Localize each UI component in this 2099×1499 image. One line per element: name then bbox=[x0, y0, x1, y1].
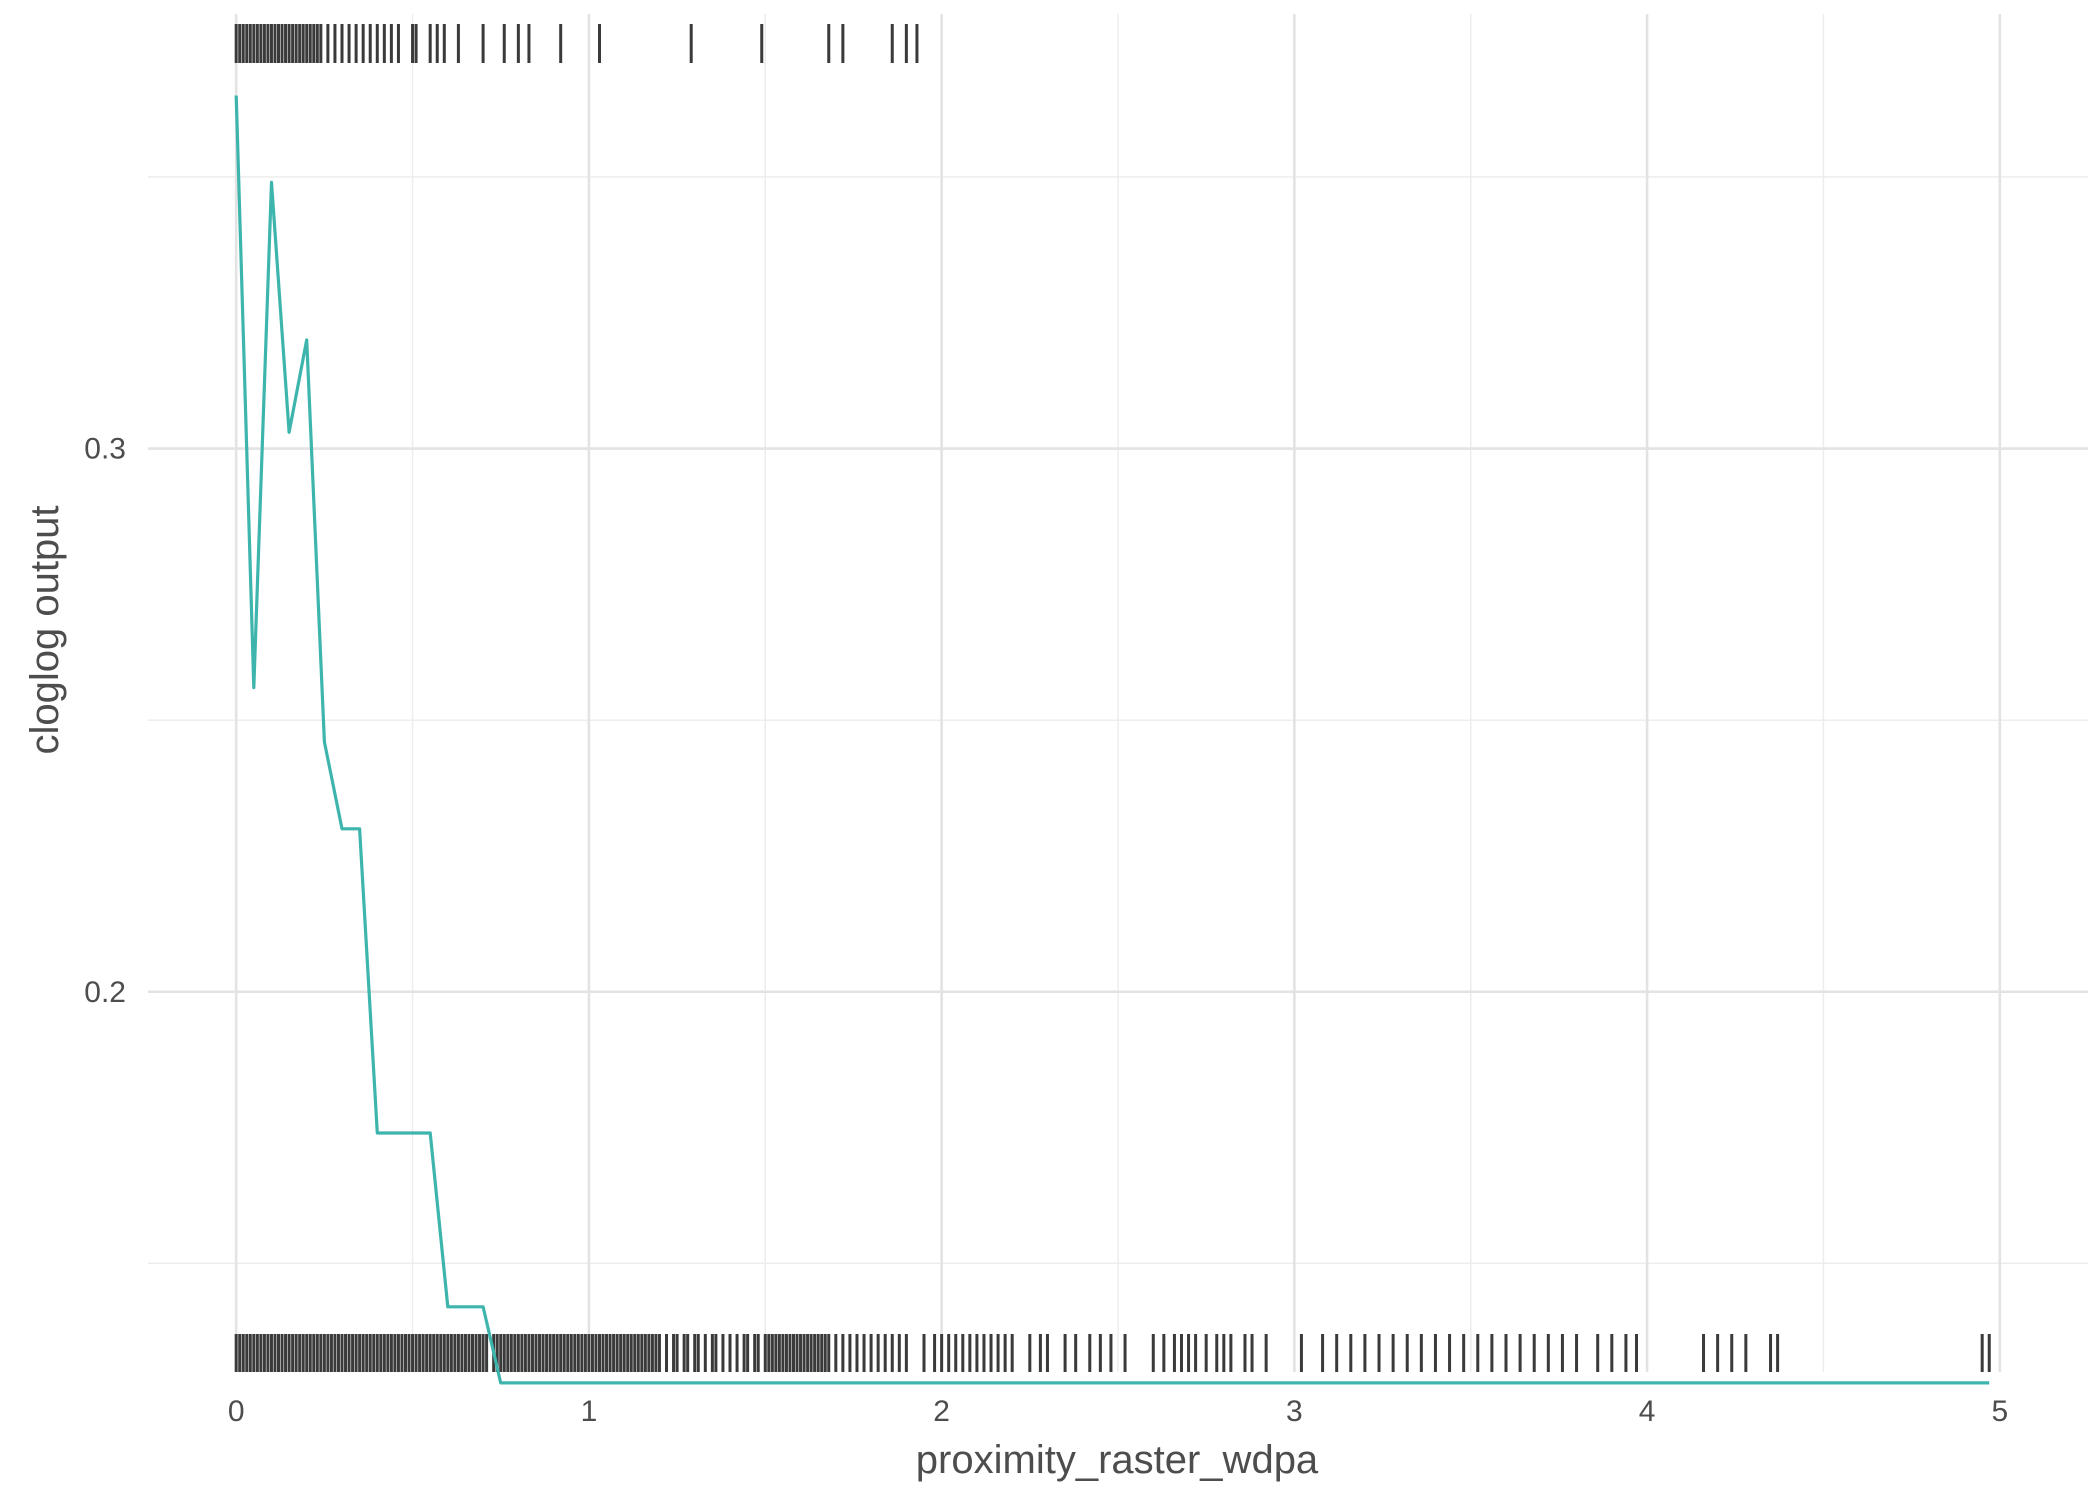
series-group bbox=[234, 95, 1990, 1385]
y-tick-labels: 0.2 0.3 bbox=[84, 433, 126, 1009]
x-tick-label: 0 bbox=[228, 1395, 245, 1428]
x-tick-label: 4 bbox=[1639, 1395, 1656, 1428]
x-tick-label: 5 bbox=[1991, 1395, 2008, 1428]
rug-top bbox=[234, 24, 919, 63]
major-grid bbox=[148, 14, 2088, 1372]
rug-bottom bbox=[234, 1334, 1991, 1372]
y-tick-label: 0.2 bbox=[84, 976, 126, 1009]
x-tick-label: 1 bbox=[581, 1395, 598, 1428]
y-axis-title: cloglog output bbox=[23, 505, 67, 754]
y-tick-label: 0.3 bbox=[84, 433, 126, 466]
x-tick-labels: 0 1 2 3 4 5 bbox=[228, 1395, 2008, 1428]
minor-grid bbox=[148, 14, 2088, 1372]
x-tick-label: 3 bbox=[1286, 1395, 1303, 1428]
x-tick-label: 2 bbox=[933, 1395, 950, 1428]
x-axis-title: proximity_raster_wdpa bbox=[916, 1438, 1319, 1482]
series-line bbox=[234, 95, 1990, 1385]
